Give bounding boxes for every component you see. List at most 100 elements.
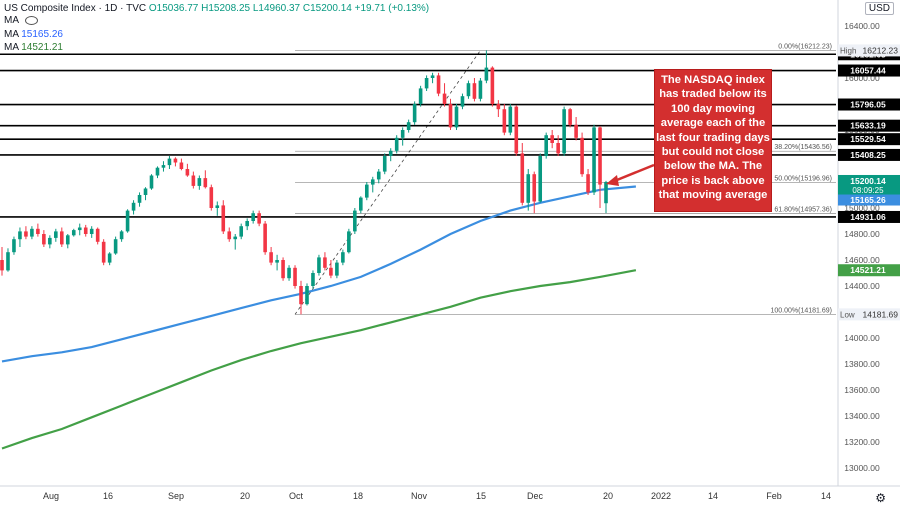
candle-body [604, 181, 608, 204]
y-tick-label: 15000.00 [844, 203, 880, 213]
ma-200-line [1, 269, 637, 450]
candle-body [323, 257, 327, 268]
symbol-title[interactable]: US Composite Index · 1D · TVC [4, 3, 147, 14]
low-marker-value: 14181.69 [863, 309, 899, 319]
fib-level-label: 100.00%(14181.69) [771, 307, 833, 314]
candle-body [179, 162, 184, 169]
ma-200-tag-label: 14521.21 [850, 265, 886, 275]
candle-body [227, 231, 232, 240]
candle-body [508, 106, 513, 133]
level-tag [838, 119, 900, 132]
y-tick-label: 13400.00 [844, 411, 880, 421]
x-tick-label: 14 [821, 491, 831, 501]
ma-legend-2[interactable]: MA 15165.26 [4, 29, 63, 40]
candle-body [406, 122, 411, 130]
candle-body [424, 78, 429, 89]
candle-body [191, 175, 196, 186]
candle-body [95, 228, 100, 242]
candle-body [197, 178, 202, 186]
candle-body [263, 223, 267, 253]
candle-body [185, 169, 190, 176]
candle-body [347, 231, 351, 253]
candle-body [341, 252, 345, 263]
ma-legend-3[interactable]: MA 14521.21 [4, 42, 63, 53]
candle-body [101, 241, 106, 263]
candle-body [502, 109, 507, 133]
y-tick-label: 14000.00 [844, 333, 880, 343]
low-marker-label: Low [840, 310, 855, 319]
eye-icon[interactable] [25, 15, 39, 25]
candle-body [107, 253, 112, 263]
x-tick-label: Aug [43, 491, 59, 501]
candle-body [275, 260, 279, 263]
candle-body [215, 205, 220, 208]
candle-body [131, 202, 136, 211]
annotation-arrow [611, 163, 655, 184]
candle-body [598, 127, 602, 185]
candle-body [418, 88, 423, 104]
currency-selector[interactable]: USD [864, 2, 894, 15]
candle-body [329, 267, 333, 276]
y-tick-label: 16000.00 [844, 73, 880, 83]
candle-body [484, 67, 489, 81]
candle-body [526, 174, 531, 203]
candle-body [586, 174, 590, 193]
candle-body [12, 239, 16, 253]
annotation-arrowhead [606, 175, 619, 186]
candle-body [460, 96, 465, 107]
candle-body [400, 130, 405, 138]
ma-100-tag [838, 194, 900, 206]
candle-body [568, 109, 572, 125]
level-tag-label: 15633.19 [850, 121, 886, 131]
ohlc-values: O15036.77 H15208.25 L14960.37 C15200.14 … [148, 3, 430, 14]
high-marker-label: High [840, 46, 856, 55]
candle-body [466, 83, 471, 97]
x-tick-label: Oct [289, 491, 304, 501]
y-tick-label: 13200.00 [844, 437, 880, 447]
candle-body [0, 260, 4, 271]
candle-body [478, 80, 483, 99]
candle-body [18, 231, 22, 240]
x-tick-label: Feb [766, 491, 782, 501]
level-tag-label: 15529.54 [850, 134, 886, 144]
ma-100-tag-label: 15165.26 [850, 195, 886, 205]
fib-level-label: 0.00%(16212.23) [778, 43, 832, 50]
high-marker-value: 16212.23 [863, 45, 899, 55]
candle-body [538, 156, 543, 202]
candle-body [299, 286, 303, 305]
candle-body [65, 235, 70, 245]
candle-body [149, 175, 154, 189]
candle-body [364, 184, 369, 198]
y-tick-label: 14600.00 [844, 255, 880, 265]
candle-body [353, 210, 357, 232]
candle-body [293, 267, 297, 286]
candle-body [454, 106, 459, 128]
level-tag [838, 148, 900, 161]
fib-level-label: 61.80%(14957.36) [774, 207, 832, 214]
candle-body [281, 260, 285, 279]
level-tag-label: 15408.25 [850, 150, 886, 160]
candle-body [472, 83, 477, 99]
candle-body [143, 188, 148, 195]
candle-body [436, 75, 441, 94]
x-tick-label: 2022 [651, 491, 671, 501]
ma-200-value: 14521.21 [21, 42, 63, 53]
y-tick-label: 14800.00 [844, 229, 880, 239]
ma-legend-1[interactable]: MA [4, 15, 39, 26]
countdown-label: 08:09:25 [852, 186, 884, 195]
candle-body [233, 236, 238, 240]
x-tick-label: 20 [240, 491, 250, 501]
candle-body [30, 228, 34, 237]
candle-body [317, 257, 321, 273]
gear-icon[interactable]: ⚙ [875, 491, 886, 505]
candle-body [496, 104, 501, 110]
y-tick-label: 14400.00 [844, 281, 880, 291]
candle-body [245, 221, 249, 227]
candle-body [24, 231, 28, 237]
candle-body [448, 104, 453, 128]
candle-body [532, 174, 537, 202]
high-marker [838, 44, 900, 57]
candle-body [203, 178, 208, 188]
candle-body [311, 273, 315, 286]
